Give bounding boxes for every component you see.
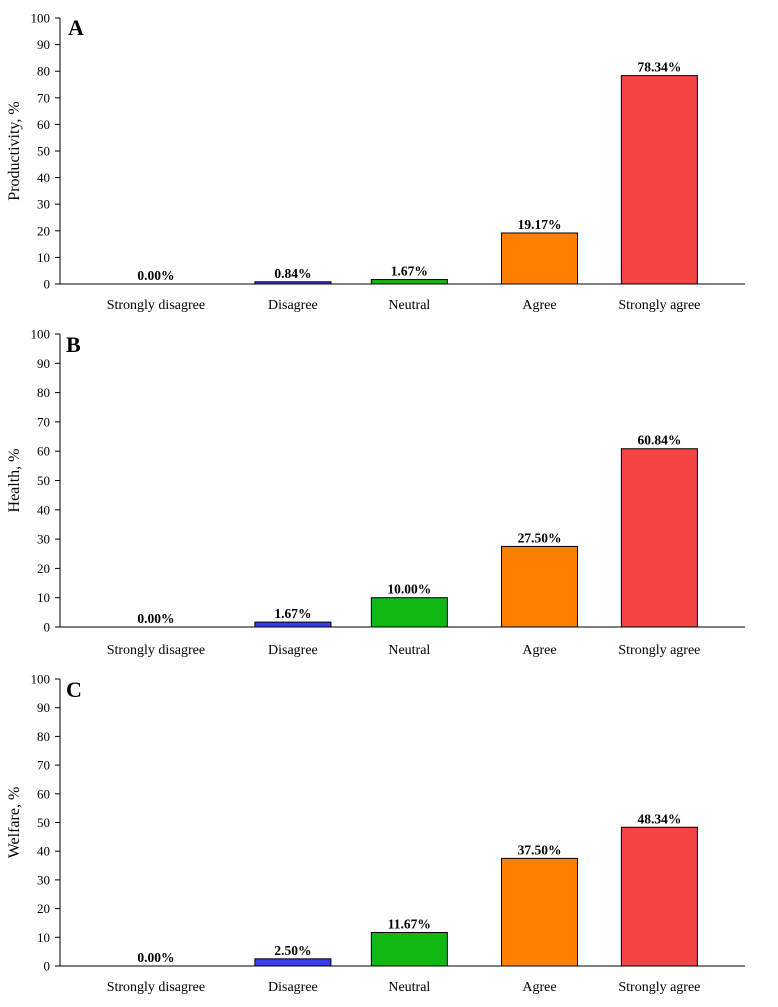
panel-c-y-axis-title: Welfare, %: [6, 787, 23, 859]
panel-b-bar-disagree: [254, 621, 332, 628]
panel-b-y-tick-label: 30: [37, 532, 50, 547]
panel-c-category-label: Strongly agree: [618, 980, 700, 995]
panel-b-letter: B: [66, 332, 81, 357]
panel-a-y-tick-label: 40: [37, 170, 50, 185]
panel-c-category-label: Agree: [522, 980, 556, 995]
panel-b-value-label: 27.50%: [518, 530, 562, 545]
panel-b-y-tick-label: 40: [37, 502, 50, 517]
panel-c-letter: C: [66, 677, 82, 702]
panel-c-y-tick-label: 60: [37, 786, 50, 801]
panel-b-category-label: Disagree: [268, 643, 318, 658]
panel-b-y-tick-label: 100: [31, 327, 51, 342]
panel-c-category-label: Disagree: [268, 980, 318, 995]
panel-c-y-tick-label: 80: [37, 729, 50, 744]
panel-a-value-label: 0.84%: [274, 266, 311, 281]
panel-a-category-label: Strongly disagree: [107, 298, 205, 313]
panel-b-category-label: Neutral: [388, 643, 430, 658]
panel-b-bar-strongly-agree: [620, 448, 698, 628]
panel-a-bar-agree: [501, 232, 578, 285]
panel-c-category-label: Strongly disagree: [107, 980, 205, 995]
panel-c-y-tick-label: 50: [37, 815, 50, 830]
panel-c-y-tick-label: 40: [37, 844, 50, 859]
panel-b-y-tick-label: 90: [37, 356, 50, 371]
panel-a-category-label: Neutral: [388, 298, 430, 313]
panel-b-y-tick-label: 10: [37, 590, 50, 605]
panel-c-value-label: 37.50%: [518, 842, 562, 857]
panel-b-y-axis-title: Health, %: [6, 449, 23, 513]
panel-c-y-tick-label: 30: [37, 872, 50, 887]
panel-a-category-label: Strongly agree: [618, 298, 700, 313]
panel-a-y-tick-label: 0: [44, 277, 51, 292]
panel-c-bar-neutral: [370, 932, 448, 967]
panel-a-bar-neutral: [370, 279, 448, 285]
panel-a-y-tick-label: 50: [37, 144, 50, 159]
panel-c-y-tick-label: 90: [37, 700, 50, 715]
panel-c-bar-disagree: [254, 958, 332, 967]
panel-c-bar-agree: [501, 857, 578, 967]
panel-a-y-axis-title: Productivity, %: [6, 101, 23, 200]
panel-a-letter: A: [68, 15, 84, 40]
panel-a-y-tick-label: 20: [37, 223, 50, 238]
panel-b-value-label: 10.00%: [387, 582, 431, 597]
panel-a-y-tick-label: 70: [37, 90, 50, 105]
panel-b-y-tick-label: 70: [37, 414, 50, 429]
panel-b-value-label: 1.67%: [274, 606, 311, 621]
panel-c-y-tick-label: 10: [37, 930, 50, 945]
panel-a-y-tick-label: 30: [37, 197, 50, 212]
panel-a-y-tick-label: 10: [37, 250, 50, 265]
panel-c-y-tick-label: 100: [31, 672, 51, 687]
panel-a-category-label: Agree: [522, 298, 556, 313]
panel-b-y-tick-label: 80: [37, 385, 50, 400]
panel-b-category-label: Strongly disagree: [107, 643, 205, 658]
panel-a-value-label: 78.34%: [637, 60, 681, 75]
panel-b-value-label: 60.84%: [637, 433, 681, 448]
panel-a-y-tick-label: 80: [37, 64, 50, 79]
panel-a-value-label: 0.00%: [137, 268, 174, 283]
panel-b-y-tick-label: 60: [37, 444, 50, 459]
panel-c-value-label: 48.34%: [637, 811, 681, 826]
panel-a-category-label: Disagree: [268, 298, 318, 313]
panel-b-category-label: Strongly agree: [618, 643, 700, 658]
panel-c-y-tick-label: 0: [44, 959, 51, 974]
panel-c-value-label: 2.50%: [274, 943, 311, 958]
panel-b-category-label: Agree: [522, 643, 556, 658]
panel-a-value-label: 19.17%: [518, 217, 562, 232]
panel-a-y-tick-label: 100: [31, 11, 51, 26]
panel-a-y-tick-label: 90: [37, 37, 50, 52]
panel-a-y-tick-label: 60: [37, 117, 50, 132]
panel-a-value-label: 1.67%: [391, 264, 428, 279]
panel-c-category-label: Neutral: [388, 980, 430, 995]
panel-b-bar-neutral: [370, 597, 448, 628]
panel-c-value-label: 0.00%: [137, 950, 174, 965]
panel-a-bar-strongly-agree: [620, 75, 698, 285]
panel-a-bar-disagree: [254, 281, 332, 285]
panel-b-y-tick-label: 20: [37, 561, 50, 576]
panel-b-value-label: 0.00%: [137, 611, 174, 626]
panel-c-y-tick-label: 70: [37, 758, 50, 773]
panel-c-bar-strongly-agree: [620, 826, 698, 967]
panel-b-y-tick-label: 0: [44, 620, 51, 635]
panel-b-y-tick-label: 50: [37, 473, 50, 488]
panel-c-value-label: 11.67%: [388, 917, 431, 932]
panel-c-y-tick-label: 20: [37, 901, 50, 916]
panel-b-bar-agree: [501, 545, 578, 628]
